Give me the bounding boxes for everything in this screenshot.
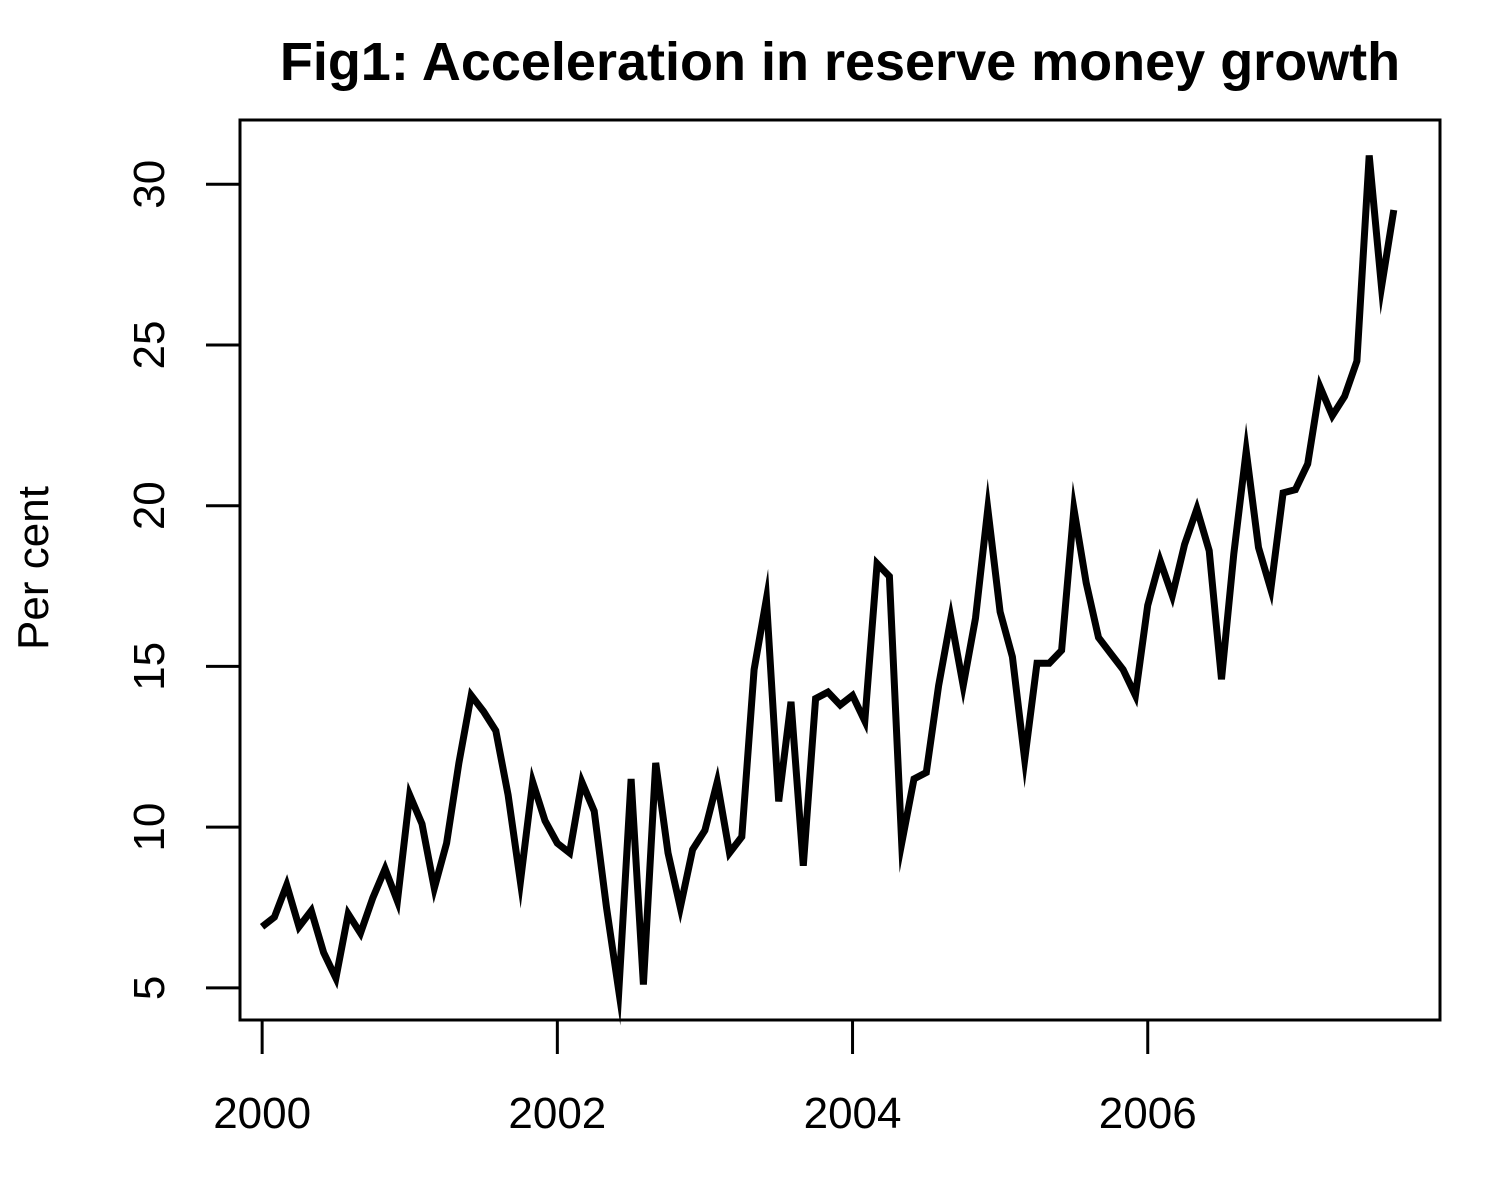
y-tick-label: 25: [125, 321, 174, 370]
y-tick-label: 10: [125, 803, 174, 852]
x-tick-label: 2002: [508, 1089, 606, 1138]
x-tick-label: 2004: [804, 1089, 902, 1138]
series-line: [259, 155, 1398, 1026]
y-ticks: 5 10 15 20 25 30: [125, 160, 240, 1000]
x-tick-label: 2000: [213, 1089, 311, 1138]
y-axis: 5 10 15 20 25 30: [125, 160, 242, 1000]
y-tick-label: 15: [125, 642, 174, 691]
x-tick-label: 2006: [1099, 1089, 1197, 1138]
y-tick-label: 20: [125, 481, 174, 530]
x-ticks: 2000 2002 2004 2006: [213, 1020, 1197, 1138]
plot-frame: [238, 118, 1442, 1022]
chart-title: Fig1: Acceleration in reserve money grow…: [280, 32, 1400, 92]
y-tick-label: 30: [125, 160, 174, 209]
x-axis: 2000 2002 2004 2006: [213, 1018, 1197, 1138]
y-tick-label: 5: [125, 976, 174, 1000]
y-axis-label: Per cent: [9, 486, 58, 650]
series-group: [259, 155, 1398, 1026]
